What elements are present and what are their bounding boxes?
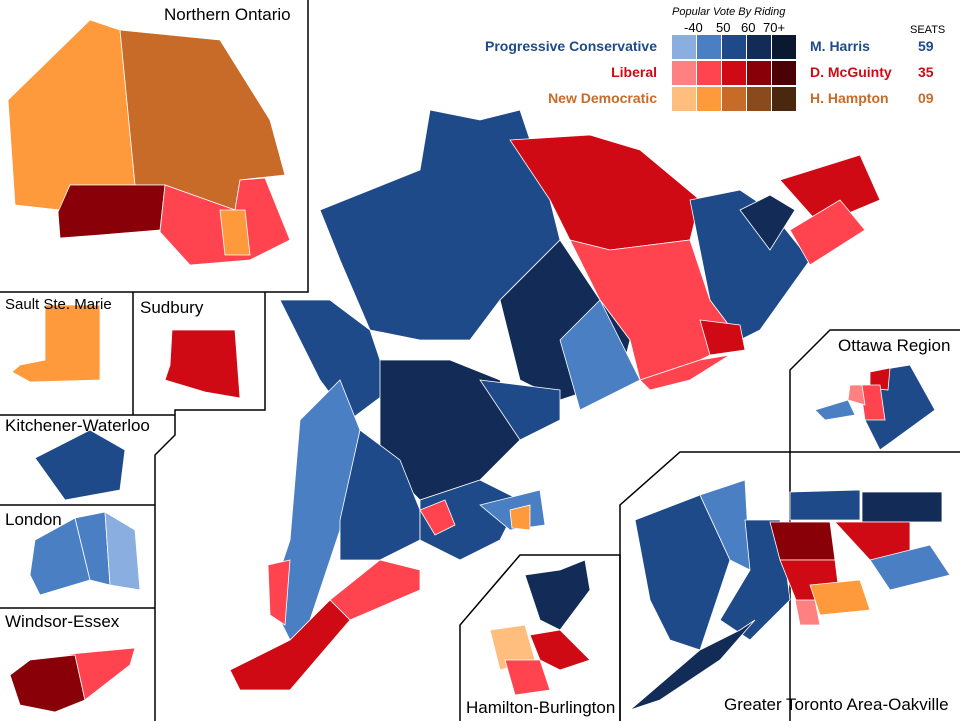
legend-swatch (747, 87, 771, 111)
legend-swatch (722, 61, 746, 85)
inset-label-hamilton: Hamilton-Burlington (466, 698, 616, 717)
legend-swatch (672, 87, 696, 111)
northern-ontario-map (7, 19, 291, 266)
legend-seats: 09 (918, 90, 934, 106)
legend-tick: 70+ (763, 20, 786, 35)
legend-swatch (772, 35, 796, 59)
gta-map (629, 479, 951, 711)
hamilton-map (489, 559, 591, 696)
legend-swatch (672, 61, 696, 85)
legend-swatch (697, 35, 721, 59)
legend-swatch (722, 35, 746, 59)
ottawa-map (814, 364, 936, 451)
legend-swatch (697, 87, 721, 111)
legend-leader: D. McGuinty (810, 64, 892, 80)
kitchener-map (34, 429, 126, 501)
inset-label-sudbury: Sudbury (140, 298, 204, 317)
legend-seats: 35 (918, 64, 934, 80)
sudbury-map (164, 329, 241, 399)
inset-label-northern-ontario: Northern Ontario (164, 5, 291, 24)
legend-swatch (672, 35, 696, 59)
legend-swatch (697, 61, 721, 85)
legend-swatch (747, 61, 771, 85)
legend-swatch (772, 87, 796, 111)
inset-label-gta: Greater Toronto Area-Oakville (724, 695, 949, 714)
legend-tick: 50 (716, 20, 731, 35)
legend-swatch (722, 87, 746, 111)
legend-title: Popular Vote By Riding (672, 6, 786, 18)
legend-swatch (747, 35, 771, 59)
legend-party-name: Progressive Conservative (485, 38, 657, 54)
legend-leader: M. Harris (810, 38, 870, 54)
inset-label-kitchener: Kitchener-Waterloo (5, 416, 150, 435)
legend-tick: -40 (684, 20, 703, 35)
sault-map (11, 304, 101, 383)
legend-swatch (772, 61, 796, 85)
legend-party-name: Liberal (611, 64, 657, 80)
windsor-map (9, 647, 136, 713)
inset-label-windsor: Windsor-Essex (5, 612, 120, 631)
legend-leader: H. Hampton (810, 90, 889, 106)
inset-label-london: London (5, 510, 62, 529)
legend-party-name: New Democratic (548, 90, 657, 106)
seats-header: SEATS (910, 24, 946, 36)
inset-label-sault: Sault Ste. Marie (5, 296, 112, 313)
inset-label-ottawa: Ottawa Region (838, 336, 951, 355)
london-map (29, 511, 141, 596)
legend-tick: 60 (741, 20, 756, 35)
southern-ontario-map (229, 109, 881, 691)
legend-seats: 59 (918, 38, 934, 54)
